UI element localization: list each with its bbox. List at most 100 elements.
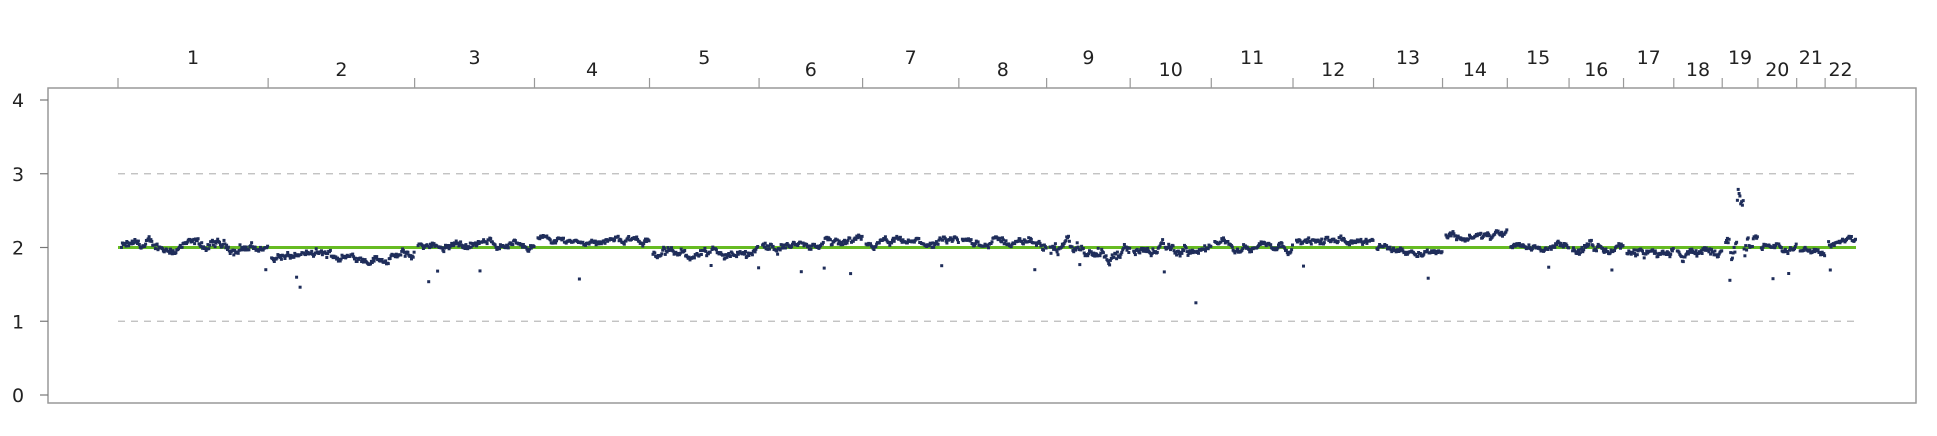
data-point: [1044, 246, 1048, 250]
data-point: [973, 242, 977, 246]
data-point: [1823, 254, 1827, 258]
data-point: [474, 241, 478, 245]
y-axis: 0 1 2 3 4: [12, 90, 48, 407]
data-point: [506, 244, 509, 247]
data-point: [888, 243, 892, 247]
data-point: [1691, 249, 1695, 253]
data-point: [768, 247, 772, 251]
data-point: [130, 239, 134, 243]
data-point: [1454, 234, 1458, 238]
data-point: [1414, 252, 1418, 256]
data-point: [432, 242, 436, 246]
data-point: [854, 237, 858, 241]
data-point: [917, 237, 921, 240]
data-point: [1731, 251, 1735, 255]
data-point: [476, 240, 480, 243]
data-point: [1449, 234, 1453, 238]
data-point: [1707, 250, 1711, 254]
data-point: [726, 254, 730, 258]
data-point: [655, 256, 659, 260]
data-point: [1079, 248, 1083, 252]
data-point: [1115, 250, 1119, 254]
data-point: [927, 243, 931, 247]
data-point: [353, 256, 357, 260]
data-point: [1091, 253, 1095, 257]
data-point: [374, 256, 378, 260]
data-point: [1690, 247, 1694, 251]
data-point: [1633, 252, 1637, 255]
data-point: [932, 245, 936, 249]
data-point: [1750, 245, 1754, 248]
data-point: [1652, 251, 1656, 255]
data-point: [1104, 254, 1108, 258]
data-point: [1641, 249, 1644, 253]
data-point: [1392, 246, 1395, 250]
data-point: [249, 244, 253, 248]
data-point: [1348, 243, 1351, 247]
data-point: [1601, 246, 1604, 250]
data-point: [1499, 233, 1503, 237]
data-point: [1462, 237, 1466, 241]
data-point: [494, 245, 498, 249]
data-point: [1788, 248, 1792, 252]
data-point: [1342, 237, 1346, 241]
data-point: [619, 238, 623, 242]
data-point: [320, 253, 324, 257]
data-point: [616, 234, 620, 238]
data-point: [211, 243, 215, 247]
data-point: [1259, 240, 1263, 244]
data-point: [724, 253, 728, 257]
data-point: [1708, 247, 1712, 251]
data-point: [844, 239, 848, 243]
data-point: [1133, 253, 1137, 257]
data-point: [1092, 251, 1096, 255]
data-point: [1829, 245, 1833, 249]
data-point: [559, 236, 563, 240]
data-point: [1485, 234, 1489, 238]
data-point: [943, 236, 947, 240]
data-point: [752, 248, 756, 252]
data-point: [1537, 245, 1541, 249]
data-point: [663, 252, 667, 256]
data-point: [239, 248, 243, 252]
data-point: [1146, 246, 1150, 250]
data-point: [1711, 250, 1715, 254]
data-point: [188, 238, 192, 241]
data-point: [1169, 248, 1172, 252]
data-point: [721, 253, 725, 257]
data-point: [456, 241, 460, 245]
data-point: [955, 236, 959, 240]
data-point: [745, 254, 749, 258]
data-point: [1561, 243, 1564, 247]
data-point: [279, 255, 282, 259]
data-point: [641, 244, 645, 248]
data-point: [218, 243, 222, 247]
data-point: [1112, 255, 1116, 259]
data-point: [314, 247, 318, 251]
data-point: [1101, 251, 1105, 255]
data-point: [1286, 253, 1290, 257]
data-point: [1610, 268, 1614, 272]
data-point: [727, 252, 731, 255]
data-point: [934, 242, 937, 245]
data-point: [1578, 251, 1582, 255]
data-point: [336, 259, 340, 263]
data-point: [1591, 244, 1595, 248]
data-point: [1556, 239, 1560, 243]
data-point: [830, 243, 834, 246]
data-point: [839, 243, 843, 247]
data-point: [1613, 249, 1616, 252]
data-point: [446, 244, 450, 247]
data-point: [788, 244, 792, 248]
data-point: [410, 257, 413, 261]
data-point: [426, 244, 430, 248]
data-point: [835, 238, 839, 242]
data-point: [402, 250, 406, 254]
data-point: [155, 242, 159, 246]
data-point: [462, 244, 466, 248]
data-point: [1493, 232, 1497, 236]
data-point: [899, 239, 903, 242]
data-point: [1693, 252, 1697, 256]
data-point: [1160, 241, 1164, 245]
data-point: [1818, 251, 1822, 254]
